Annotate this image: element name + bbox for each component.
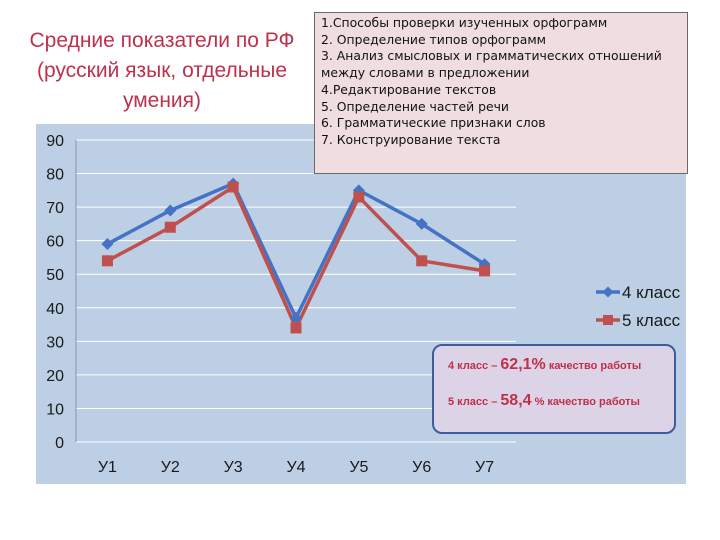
title-line: (русский язык, отдельные <box>36 59 288 82</box>
series-line-2 <box>106 185 485 330</box>
quality-prefix: 4 класс – <box>448 360 501 372</box>
x-tick-label: У6 <box>412 459 431 476</box>
data-point-4-class <box>101 238 114 251</box>
data-point-5-class <box>164 221 176 233</box>
legend-label: 4 класс <box>622 283 681 302</box>
data-point-5-class <box>353 191 365 203</box>
x-tick-label: У1 <box>98 459 117 476</box>
y-tick-label: 60 <box>46 234 64 251</box>
criteria-item: между словами в предложении <box>321 65 530 81</box>
y-tick-label: 0 <box>55 435 64 452</box>
data-point-4-class <box>415 217 428 230</box>
chart-panel: 0 10 20 30 40 50 60 70 80 90 У1 У2 У3 У4 У5 У6 У7 4 класс… <box>36 124 686 484</box>
quality-line-4: 4 класс – 62,1% качество работы <box>448 356 641 374</box>
title-line: Средние показатели по РФ <box>29 29 295 52</box>
criteria-item: 3. Анализ смысловых и грамматических отн… <box>321 48 662 64</box>
quality-suffix: качество работы <box>545 360 642 372</box>
y-tick-label: 70 <box>46 200 64 217</box>
legend-label: 5 класс <box>622 311 681 330</box>
y-tick-label: 80 <box>46 167 64 184</box>
y-tick-label: 10 <box>46 401 64 418</box>
quality-summary-box: 4 класс – 62,1% качество работы 5 класс … <box>432 344 676 434</box>
data-point-4-class <box>164 204 177 217</box>
x-tick-label: У2 <box>161 459 180 476</box>
data-point-5-class <box>227 181 239 193</box>
quality-line-5: 5 класс – 58,4 % качество работы <box>448 392 640 410</box>
y-tick-label: 40 <box>46 301 64 318</box>
data-point-4-class <box>290 311 302 324</box>
criteria-item: 6. Грамматические признаки слов <box>321 115 546 131</box>
slide-title: Средние показатели по РФ (русский язык, … <box>14 26 310 116</box>
quality-prefix: 5 класс – <box>448 396 501 408</box>
criteria-item: 5. Определение частей речи <box>321 98 509 114</box>
criteria-item: 1.Способы проверки изученных орфограмм <box>321 15 608 30</box>
legend-marker <box>602 286 614 298</box>
series-line-1 <box>106 181 486 320</box>
data-point-4-class <box>352 184 365 197</box>
quality-suffix: % качество работы <box>531 396 640 408</box>
x-tick-label: У7 <box>475 459 494 476</box>
quality-value: 58,4 <box>500 392 532 409</box>
y-tick-label: 20 <box>46 368 64 385</box>
data-point-5-class <box>290 322 302 334</box>
x-tick-label: У5 <box>349 459 368 476</box>
data-point-5-class <box>479 265 491 277</box>
criteria-item: 2. Определение типов орфограмм <box>321 31 547 47</box>
data-point-5-class <box>101 255 113 267</box>
x-tick-label: У3 <box>224 459 243 476</box>
legend-marker <box>603 315 613 325</box>
criteria-list-box: 1.Способы проверки изученных орфограмм 2… <box>314 12 688 174</box>
criteria-item: 7. Конструирование текста <box>321 131 501 147</box>
y-tick-label: 30 <box>46 334 64 351</box>
y-tick-label: 90 <box>46 133 64 150</box>
x-tick-label: У4 <box>286 459 305 476</box>
data-point-5-class <box>416 255 428 267</box>
y-tick-label: 50 <box>46 267 64 284</box>
quality-value: 62,1% <box>500 356 546 373</box>
title-line: умения) <box>122 89 202 112</box>
criteria-item: 4.Редактирование текстов <box>321 81 497 97</box>
